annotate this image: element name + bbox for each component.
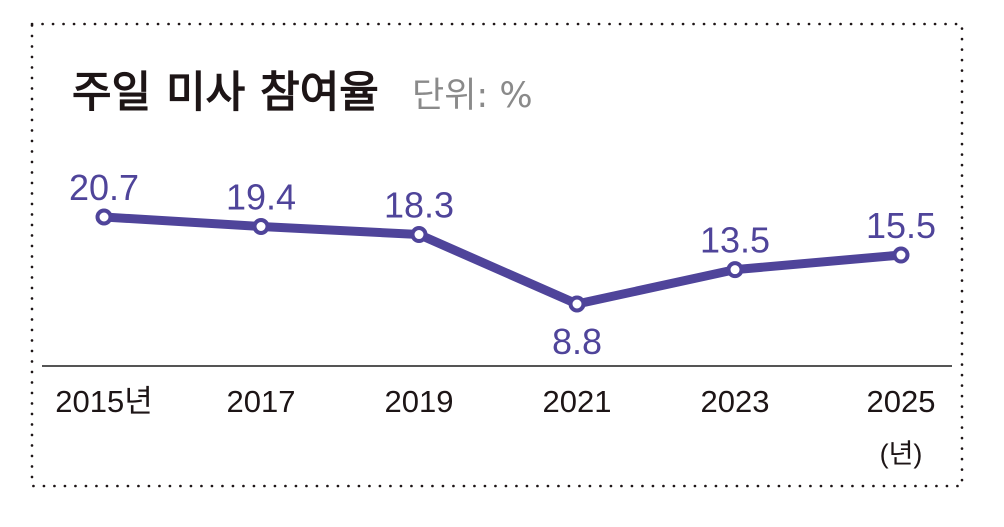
data-point-2019 bbox=[410, 226, 428, 244]
data-point-2025 bbox=[892, 246, 910, 264]
data-label-2017: 19.4 bbox=[226, 177, 296, 218]
data-label-2023: 13.5 bbox=[700, 220, 770, 261]
data-label-2015: 20.7 bbox=[69, 167, 139, 208]
data-point-2017 bbox=[252, 218, 270, 236]
data-label-2025: 15.5 bbox=[866, 205, 936, 246]
data-point-2021 bbox=[568, 295, 586, 313]
data-label-2019: 18.3 bbox=[384, 185, 454, 226]
x-tick-label-2023: 2023 bbox=[701, 384, 770, 419]
x-tick-label-2025: 2025 bbox=[867, 384, 936, 419]
x-tick-label-2015: 2015년 bbox=[55, 384, 152, 419]
data-label-2021: 8.8 bbox=[552, 321, 602, 362]
data-labels: 20.7 19.4 18.3 8.8 13.5 15.5 bbox=[69, 167, 936, 362]
data-point-2015 bbox=[95, 208, 113, 226]
series-line bbox=[99, 212, 906, 309]
chart-title: 주일 미사 참여율 bbox=[72, 68, 379, 118]
data-point-2023 bbox=[726, 261, 744, 279]
x-tick-label-2017: 2017 bbox=[227, 384, 296, 419]
unit-label: 단위: % bbox=[412, 76, 533, 116]
x-axis-unit-label: (년) bbox=[880, 439, 923, 469]
data-point-markers bbox=[95, 208, 910, 313]
x-tick-labels: 2015년 2017 2019 2021 2023 2025 bbox=[55, 384, 935, 419]
x-tick-label-2019: 2019 bbox=[385, 384, 454, 419]
x-tick-label-2021: 2021 bbox=[543, 384, 612, 419]
